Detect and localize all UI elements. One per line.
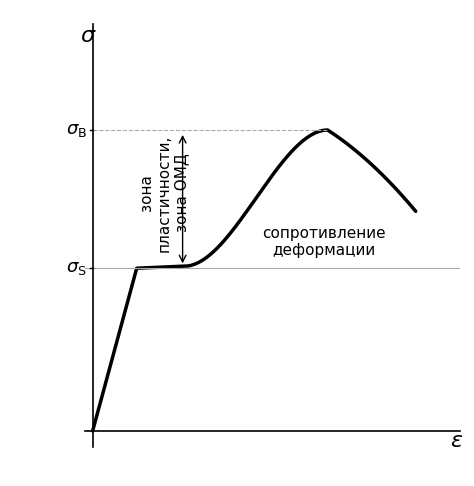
Text: $\sigma_\mathregular{B}$: $\sigma_\mathregular{B}$ <box>66 121 87 139</box>
Text: σ: σ <box>80 27 94 47</box>
Text: сопротивление
деформации: сопротивление деформации <box>262 226 386 258</box>
Text: $\sigma_\mathregular{S}$: $\sigma_\mathregular{S}$ <box>66 259 87 277</box>
Text: ε: ε <box>451 431 463 451</box>
Text: зона
пластичности,
зона ОМД: зона пластичности, зона ОМД <box>139 134 189 252</box>
